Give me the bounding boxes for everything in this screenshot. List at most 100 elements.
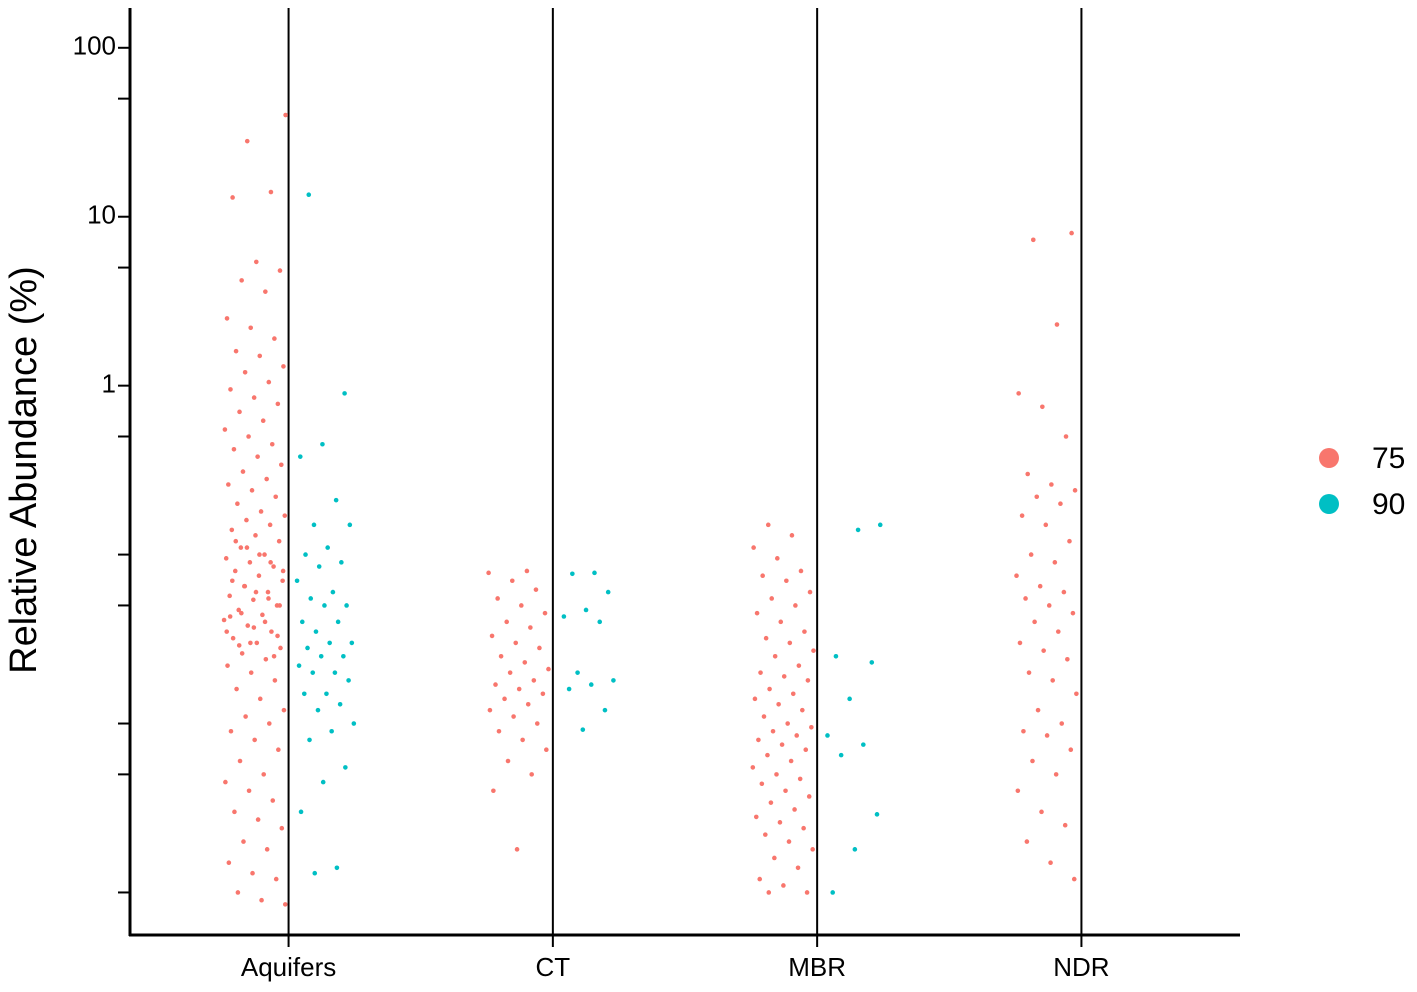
point [544, 747, 549, 752]
point [230, 578, 235, 584]
point [1049, 482, 1054, 487]
point [877, 522, 883, 528]
point [779, 742, 785, 747]
point [519, 603, 524, 608]
point [224, 629, 230, 634]
point [1061, 589, 1067, 595]
point [772, 855, 777, 861]
point [805, 678, 811, 683]
point [803, 747, 809, 752]
point [333, 497, 339, 503]
point [342, 391, 347, 396]
point [1050, 678, 1056, 683]
x-tick-label: NDR [1053, 952, 1109, 982]
point [257, 696, 263, 702]
point [487, 707, 493, 713]
point [282, 513, 288, 518]
point [802, 629, 807, 634]
point [227, 593, 232, 599]
point [1039, 809, 1044, 815]
point [752, 696, 758, 702]
point [783, 788, 788, 794]
point [268, 560, 273, 565]
point [256, 573, 262, 578]
point [766, 890, 772, 895]
point [230, 195, 235, 200]
point [537, 645, 542, 651]
point [346, 678, 351, 683]
point [806, 794, 812, 799]
legend-swatch [1319, 494, 1339, 514]
point [495, 596, 500, 601]
point [303, 552, 308, 557]
point [270, 798, 276, 803]
point [259, 897, 264, 903]
point [282, 902, 288, 907]
y-tick-label: 10 [87, 200, 116, 230]
point [301, 691, 307, 697]
x-tick-label: Aquifers [241, 952, 336, 982]
point [320, 779, 326, 785]
point [252, 737, 257, 743]
point [796, 663, 802, 668]
point [504, 619, 509, 625]
point [760, 573, 765, 578]
point [272, 336, 277, 341]
point [525, 701, 531, 707]
point [765, 752, 770, 758]
point [239, 651, 245, 656]
point [236, 607, 242, 613]
point [1052, 560, 1058, 565]
point [281, 707, 287, 713]
point [588, 682, 594, 687]
point [271, 654, 277, 659]
point [1048, 860, 1053, 866]
point [777, 820, 783, 825]
point [1067, 538, 1072, 544]
point [1030, 237, 1036, 243]
point [781, 883, 786, 888]
point [1021, 728, 1026, 734]
point [804, 890, 810, 895]
point [320, 441, 325, 447]
point [351, 721, 357, 726]
point [262, 619, 268, 625]
point [243, 714, 248, 719]
point [810, 847, 815, 852]
point [493, 682, 498, 687]
point [226, 860, 232, 866]
point [809, 724, 814, 730]
point [272, 678, 278, 683]
point [751, 545, 756, 550]
point [1062, 822, 1068, 828]
point [785, 721, 790, 726]
point [349, 640, 355, 646]
point [239, 610, 244, 616]
point [228, 728, 234, 734]
point [1065, 656, 1070, 662]
point [789, 533, 795, 538]
point [337, 701, 343, 707]
point [242, 369, 248, 375]
point [874, 812, 880, 817]
point [251, 395, 257, 400]
point [767, 686, 772, 692]
point [496, 728, 502, 734]
point [1017, 640, 1023, 646]
point [332, 670, 338, 675]
point [236, 643, 242, 648]
point [763, 635, 769, 641]
point [222, 427, 228, 432]
point [231, 447, 237, 452]
point [244, 138, 250, 144]
point [325, 545, 330, 550]
point [787, 640, 793, 646]
point [1072, 488, 1078, 493]
point [522, 660, 528, 665]
point [232, 809, 237, 815]
point [1054, 322, 1060, 327]
point [1070, 610, 1076, 616]
point [1035, 707, 1041, 713]
point [790, 691, 796, 697]
point [318, 654, 324, 659]
